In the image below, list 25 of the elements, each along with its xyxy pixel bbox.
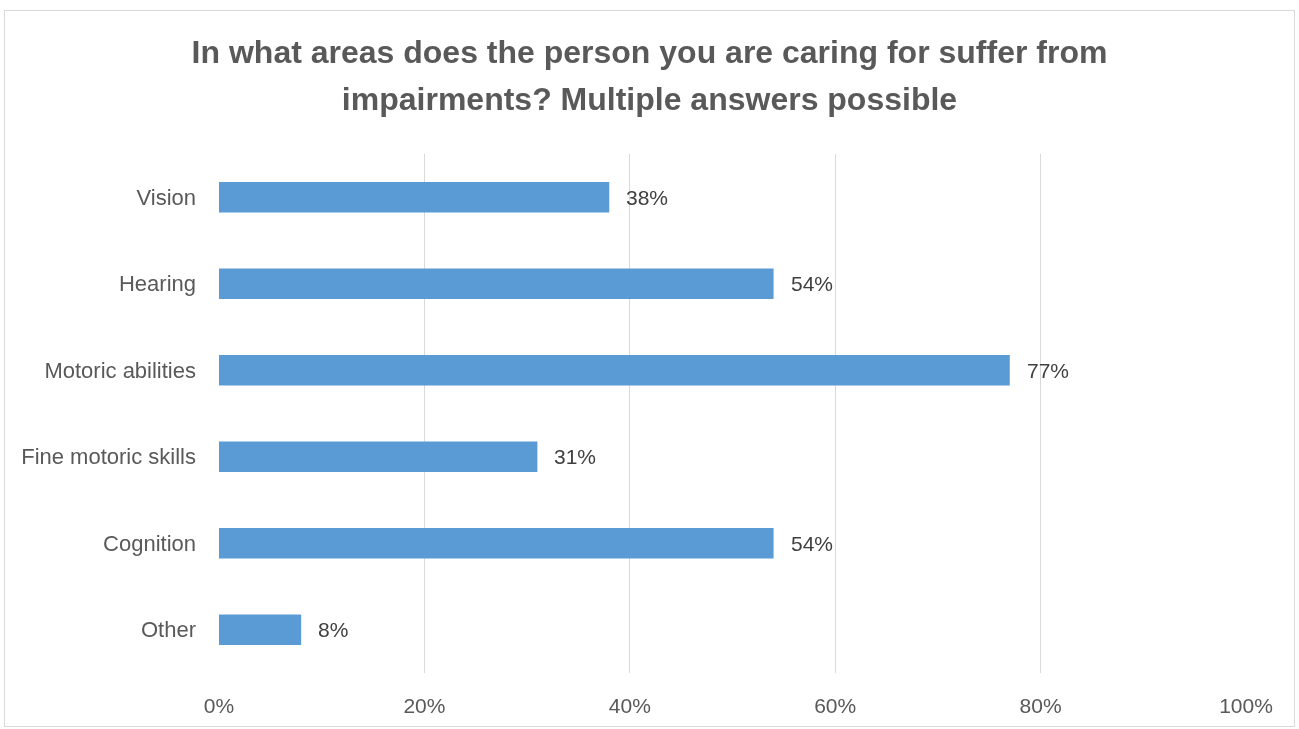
- bar: [219, 441, 538, 472]
- y-tick-label: Cognition: [103, 530, 196, 556]
- x-tick-label: 40%: [608, 694, 651, 717]
- bar: [219, 268, 774, 299]
- x-tick-label: 100%: [1219, 694, 1273, 717]
- bar: [219, 355, 1010, 386]
- bar: [219, 182, 610, 213]
- y-tick-label: Other: [140, 617, 196, 643]
- bar: [219, 614, 302, 645]
- x-tick-label: 0%: [203, 694, 235, 717]
- x-tick-label: 60%: [814, 694, 857, 717]
- y-tick-label: Motoric abilities: [44, 357, 196, 383]
- data-label: 8%: [318, 618, 349, 641]
- chart-title: In what areas does the person you are caring for suffer from impairments? Multiple answers possible: [191, 34, 1108, 117]
- data-label: 38%: [626, 186, 669, 209]
- y-tick-label: Vision: [136, 184, 196, 210]
- data-label: 54%: [791, 532, 834, 555]
- y-tick-label: Hearing: [118, 271, 196, 297]
- data-label: 31%: [554, 445, 597, 468]
- y-tick-label: Fine motoric skills: [21, 444, 196, 470]
- data-label: 54%: [791, 272, 834, 295]
- x-tick-label: 20%: [403, 694, 446, 717]
- data-label: 77%: [1027, 359, 1070, 382]
- bar: [219, 528, 774, 559]
- x-tick-label: 80%: [1019, 694, 1062, 717]
